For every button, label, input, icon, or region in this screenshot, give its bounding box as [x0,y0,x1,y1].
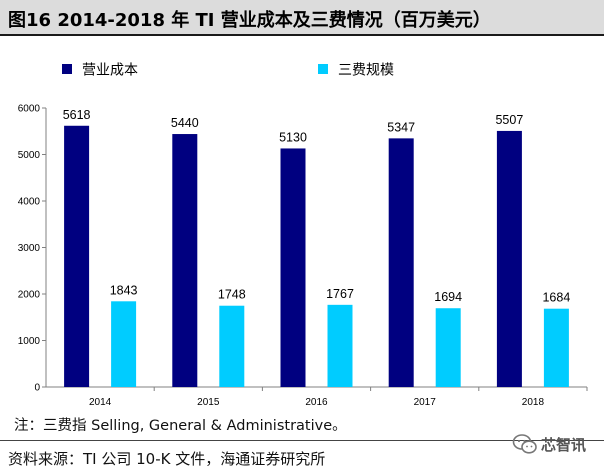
data-label: 1843 [110,283,138,297]
bar [219,305,245,387]
source-divider [0,440,604,441]
data-label: 1767 [326,287,354,301]
data-label: 5507 [495,113,523,127]
y-tick-label: 6000 [18,104,41,115]
x-tick-label: 2016 [305,397,328,408]
legend-label: 三费规模 [338,62,394,78]
data-label: 5347 [387,120,415,134]
legend-swatch [62,64,72,74]
y-tick-label: 1000 [18,336,41,347]
bar [496,130,522,387]
data-label: 5130 [279,130,307,144]
x-tick-label: 2014 [89,397,112,408]
legend-swatch [318,64,328,74]
y-tick-label: 5000 [18,150,41,161]
bar [388,138,414,387]
data-label: 5440 [171,116,199,130]
data-label: 1694 [434,290,462,304]
y-tick-label: 2000 [18,290,41,301]
source-line: 资料来源：TI 公司 10-K 文件，海通证券研究所 [8,450,326,468]
bar [327,304,353,387]
bar [64,125,90,387]
y-tick-label: 0 [34,383,40,394]
watermark: 芯智讯 [512,433,586,455]
bar [111,301,137,387]
x-tick-label: 2018 [522,397,545,408]
y-tick-label: 3000 [18,243,41,254]
legend-label: 营业成本 [82,62,138,78]
bar [543,308,569,387]
bar [435,308,461,387]
x-tick-label: 2015 [197,397,220,408]
watermark-text: 芯智讯 [541,435,587,454]
y-tick-label: 4000 [18,197,41,208]
bar [172,134,198,387]
page-title: 图16 2014-2018 年 TI 营业成本及三费情况（百万美元） [8,10,491,31]
x-tick-label: 2017 [414,397,437,408]
bar [280,148,306,387]
title-bar: 图16 2014-2018 年 TI 营业成本及三费情况（百万美元） [0,0,604,36]
chart-note: 注：三费指 Selling, General & Administrative。 [14,418,347,434]
bar-chart: 营业成本 三费规模 0 1000 2000 3000 4000 5000 6000 5618 184… [18,62,588,408]
wechat-icon [512,434,537,454]
data-label: 5618 [63,108,91,122]
data-label: 1684 [542,291,570,305]
data-label: 1748 [218,288,246,302]
